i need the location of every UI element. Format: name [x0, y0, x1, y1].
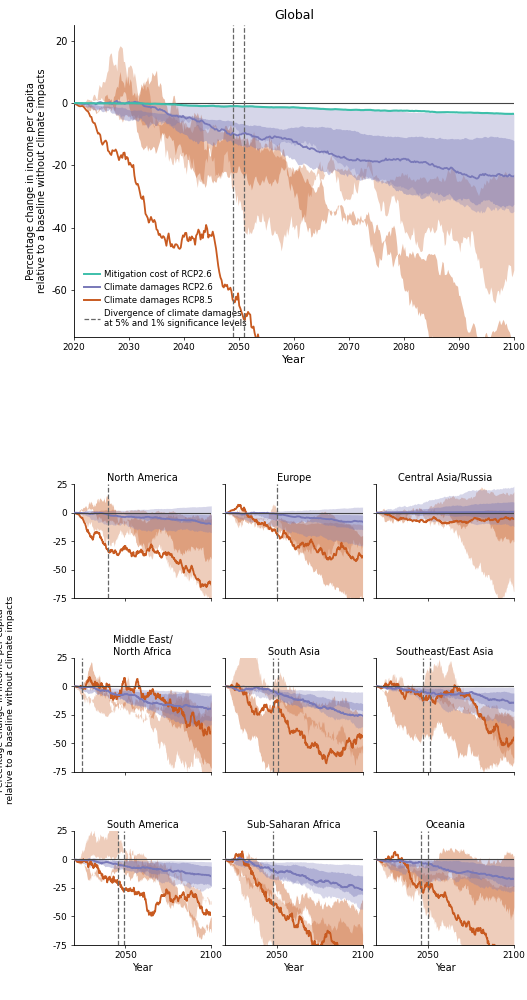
Text: Percentage change in income per capita
relative to a baseline without climate im: Percentage change in income per capita r… [0, 596, 15, 804]
Title: Central Asia/Russia: Central Asia/Russia [398, 473, 492, 483]
Title: Global: Global [274, 9, 314, 22]
X-axis label: Year: Year [132, 963, 153, 973]
Title: North America: North America [107, 473, 178, 483]
Title: South Asia: South Asia [268, 647, 320, 657]
Title: South America: South America [106, 820, 179, 830]
Title: Europe: Europe [277, 473, 311, 483]
Title: Oceania: Oceania [425, 820, 465, 830]
Title: Middle East/
North Africa: Middle East/ North Africa [113, 635, 172, 657]
Title: Sub-Saharan Africa: Sub-Saharan Africa [247, 820, 340, 830]
X-axis label: Year: Year [282, 355, 306, 365]
Title: Southeast/East Asia: Southeast/East Asia [396, 647, 494, 657]
X-axis label: Year: Year [435, 963, 455, 973]
X-axis label: Year: Year [284, 963, 304, 973]
Legend: Mitigation cost of RCP2.6, Climate damages RCP2.6, Climate damages RCP8.5, Diver: Mitigation cost of RCP2.6, Climate damag… [81, 267, 250, 332]
Y-axis label: Percentage change in income per capita
relative to a baseline without climate im: Percentage change in income per capita r… [26, 69, 47, 293]
